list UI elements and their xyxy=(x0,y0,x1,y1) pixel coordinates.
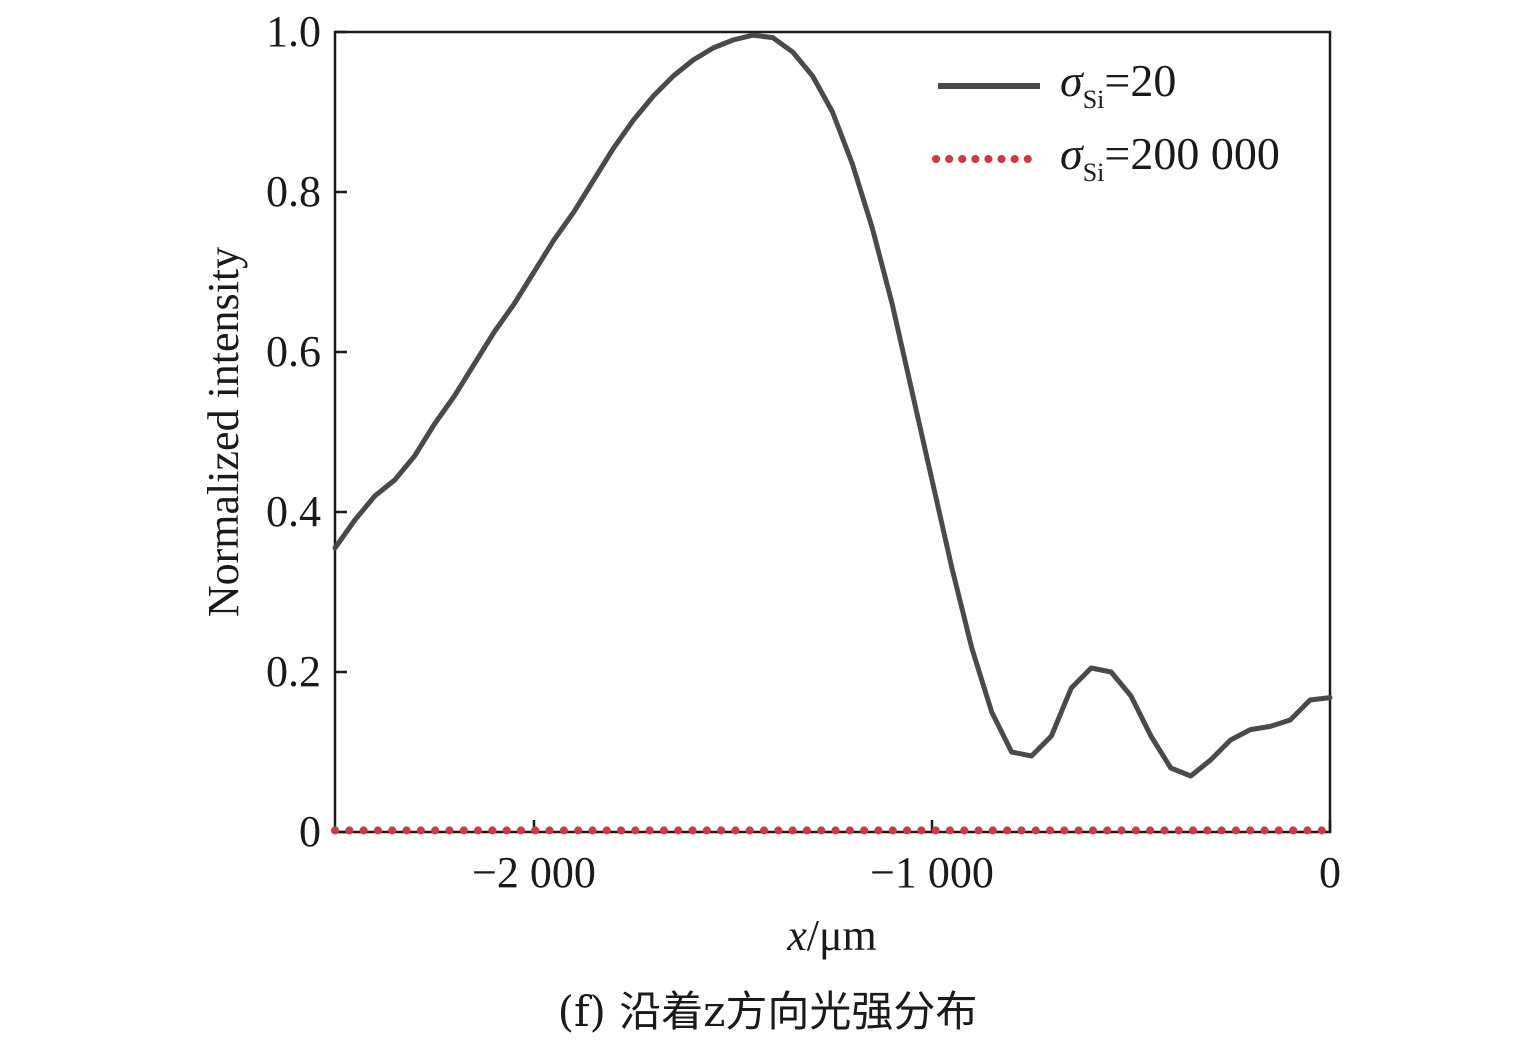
x-axis-label: x/μm xyxy=(786,911,877,960)
legend-label-series-1: σSi=20 xyxy=(1060,55,1176,114)
legend: σSi=20 σSi=200 000 xyxy=(932,55,1280,187)
y-tick-label: 0.6 xyxy=(266,327,321,376)
y-tick-label: 1.0 xyxy=(266,7,321,56)
y-axis-label: Normalized intensity xyxy=(199,247,248,617)
x-axis-variable: x xyxy=(786,911,807,960)
x-tick-label: 0 xyxy=(1319,848,1341,897)
legend-label-series-2: σSi=200 000 xyxy=(1060,128,1280,187)
x-tick-label: −1 000 xyxy=(870,848,994,897)
x-tick-label: −2 000 xyxy=(472,848,596,897)
figure-caption: (f) 沿着z方向光强分布 xyxy=(557,987,978,1036)
y-axis-ticks: 0 0.2 0.4 0.6 0.8 1.0 xyxy=(266,7,347,856)
series-line-1 xyxy=(332,32,1333,779)
y-tick-label: 0.4 xyxy=(266,487,321,536)
x-axis-unit: /μm xyxy=(807,911,877,960)
y-tick-label: 0.8 xyxy=(266,167,321,216)
x-axis-ticks: −2 000 −1 000 0 xyxy=(472,820,1341,897)
series-layer xyxy=(331,32,1334,835)
y-tick-label: 0 xyxy=(299,807,321,856)
y-tick-label: 0.2 xyxy=(266,647,321,696)
